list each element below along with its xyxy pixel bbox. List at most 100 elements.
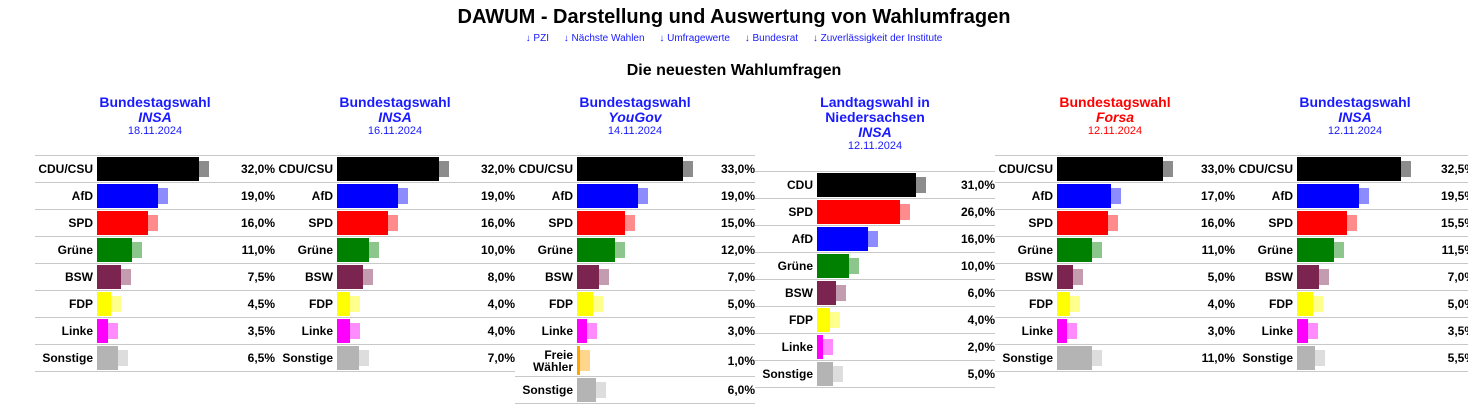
- trend-marker: [199, 161, 210, 177]
- nav-link-zuverlaessigkeit[interactable]: ↓ Zuverlässigkeit der Institute: [812, 33, 943, 44]
- poll-date: 14.11.2024: [607, 125, 663, 137]
- result-value: 7,0%: [487, 351, 515, 365]
- nav-link-bundesrat[interactable]: ↓ Bundesrat: [744, 33, 799, 44]
- trend-marker: [849, 258, 859, 274]
- result-bar: [577, 265, 600, 289]
- result-row: CDU/CSU 32,0%: [275, 155, 515, 183]
- party-name: Sonstige: [1242, 351, 1293, 365]
- trend-marker: [111, 296, 122, 312]
- poll-header: Landtagswahl in Niedersachsen INSA 12.11.2…: [755, 95, 995, 171]
- result-row: Sonstige 11,0%: [995, 345, 1235, 372]
- trend-marker: [157, 188, 168, 204]
- result-bar: [337, 265, 363, 289]
- nav-link-naechste-wahlen[interactable]: ↓ Nächste Wahlen: [563, 33, 645, 44]
- result-bar: [577, 184, 638, 208]
- party-name: Linke: [61, 324, 93, 338]
- poll-title[interactable]: Bundestagswahl: [579, 94, 691, 110]
- party-name: CDU/CSU: [1238, 162, 1293, 176]
- nav-links: ↓ PZI ↓ Nächste Wahlen ↓ Umfragewerte ↓ …: [0, 33, 1468, 44]
- result-row: BSW 8,0%: [275, 264, 515, 291]
- result-value: 16,0%: [1200, 216, 1235, 230]
- trend-marker: [388, 215, 399, 231]
- result-row: Sonstige 7,0%: [275, 345, 515, 372]
- result-row: AfD 16,0%: [755, 226, 995, 253]
- party-name: BSW: [65, 270, 93, 284]
- trend-marker: [1092, 350, 1103, 366]
- party-name: CDU/CSU: [998, 162, 1053, 176]
- nav-link-umfragewerte[interactable]: ↓ Umfragewerte: [659, 33, 730, 44]
- result-value: 4,0%: [487, 324, 515, 338]
- trend-marker: [121, 269, 131, 285]
- result-value: 4,0%: [487, 297, 515, 311]
- poll-header: Bundestagswahl INSA 16.11.2024: [275, 95, 515, 155]
- result-row: FDP 5,0%: [1235, 291, 1468, 318]
- trend-marker: [1162, 161, 1173, 177]
- result-row: SPD 16,0%: [35, 210, 275, 237]
- poll-header: Bundestagswahl YouGov 14.11.2024: [515, 95, 755, 155]
- result-value: 3,0%: [1207, 324, 1235, 338]
- result-bar: [97, 346, 118, 370]
- result-row: Sonstige 5,0%: [755, 361, 995, 388]
- page-title: DAWUM - Darstellung und Auswertung von W…: [457, 6, 1011, 28]
- result-value: 11,0%: [1201, 243, 1235, 257]
- trend-marker: [1313, 296, 1323, 312]
- result-value: 10,0%: [480, 243, 515, 257]
- result-value: 6,0%: [727, 383, 755, 397]
- result-row: CDU/CSU 32,5%: [1235, 155, 1468, 183]
- party-name: AfD: [551, 189, 573, 203]
- poll-title[interactable]: Bundestagswahl: [99, 94, 211, 110]
- result-value: 11,5%: [1441, 243, 1468, 257]
- poll-institute[interactable]: INSA: [858, 124, 892, 140]
- trend-marker: [1346, 215, 1357, 231]
- trend-marker: [596, 382, 607, 398]
- result-value: 32,0%: [480, 162, 515, 176]
- party-name: AfD: [71, 189, 93, 203]
- party-name: SPD: [1268, 216, 1293, 230]
- poll-institute[interactable]: Forsa: [1095, 109, 1135, 125]
- trend-marker: [1108, 215, 1119, 231]
- result-bar: [1057, 238, 1093, 262]
- poll-institute[interactable]: INSA: [1338, 109, 1372, 125]
- result-value: 7,5%: [247, 270, 275, 284]
- result-value: 8,0%: [487, 270, 515, 284]
- result-value: 16,0%: [480, 216, 515, 230]
- party-name: Sonstige: [1002, 351, 1053, 365]
- poll-title[interactable]: Bundestagswahl: [339, 94, 451, 110]
- party-name: Sonstige: [762, 367, 813, 381]
- poll-title[interactable]: Bundestagswahl: [1059, 94, 1171, 110]
- result-bar: [1297, 292, 1313, 316]
- party-name: Linke: [1021, 324, 1053, 338]
- result-bar: [577, 292, 593, 316]
- result-bar: [577, 157, 683, 181]
- poll-institute[interactable]: YouGov: [608, 109, 662, 125]
- result-bar: [1297, 238, 1334, 262]
- result-bar: [97, 238, 133, 262]
- party-name: CDU/CSU: [518, 162, 573, 176]
- poll-institute[interactable]: INSA: [378, 109, 412, 125]
- poll-institute[interactable]: INSA: [138, 109, 172, 125]
- poll-title[interactable]: Landtagswahl in Niedersachsen: [820, 94, 930, 125]
- result-bar: [97, 211, 149, 235]
- party-name: BSW: [545, 270, 573, 284]
- party-name: FDP: [789, 313, 813, 327]
- result-bar: [577, 378, 597, 402]
- nav-link-pzi[interactable]: ↓ PZI: [525, 33, 549, 44]
- party-name: AfD: [1031, 189, 1053, 203]
- result-row: FDP 4,5%: [35, 291, 275, 318]
- result-row: FDP 5,0%: [515, 291, 755, 318]
- result-value: 11,0%: [1201, 351, 1235, 365]
- party-name: Grüne: [1257, 243, 1293, 257]
- trend-marker: [599, 269, 610, 285]
- result-bar: [337, 238, 369, 262]
- poll-results: CDU/CSU 32,0% AfD 19,0% SPD 16,0% Grüne 11,0% BS…: [35, 155, 275, 372]
- party-name: Grüne: [777, 259, 813, 273]
- trend-marker: [1066, 323, 1077, 339]
- result-bar: [1297, 211, 1347, 235]
- trend-marker: [833, 366, 843, 382]
- party-name: BSW: [1025, 270, 1053, 284]
- poll-title[interactable]: Bundestagswahl: [1299, 94, 1411, 110]
- result-row: Sonstige 5,5%: [1235, 345, 1468, 372]
- result-bar: [577, 238, 616, 262]
- result-row: BSW 7,0%: [515, 264, 755, 291]
